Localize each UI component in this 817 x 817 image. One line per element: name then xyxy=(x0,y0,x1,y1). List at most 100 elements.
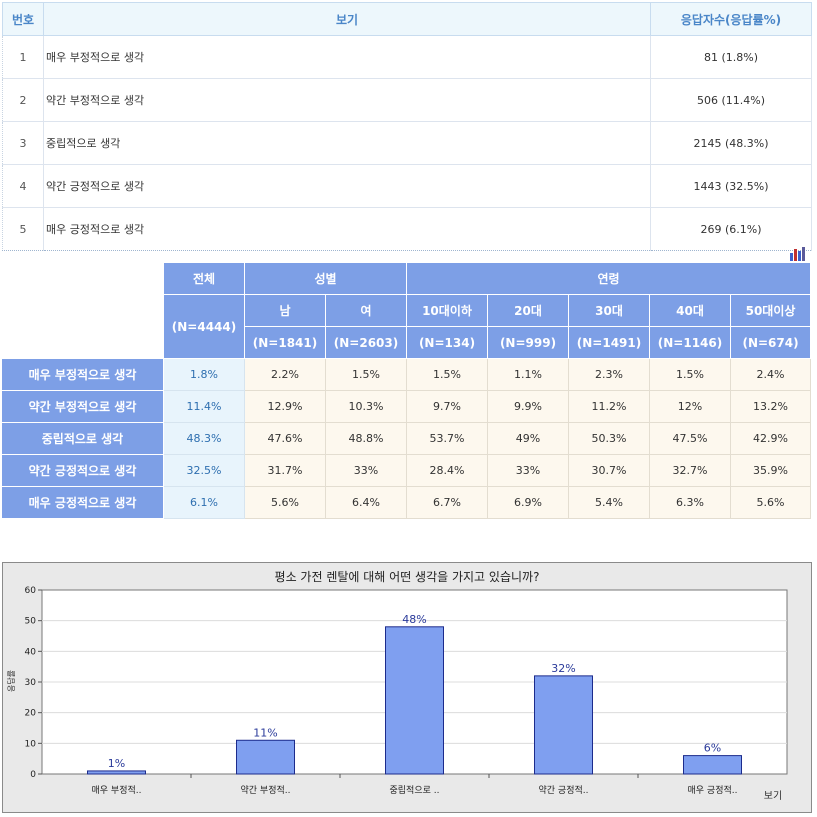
crosstab-cell: 6.4% xyxy=(326,487,407,519)
crosstab-cell: 13.2% xyxy=(731,391,812,423)
row-number: 1 xyxy=(2,35,44,79)
column-label: 10대이하 xyxy=(407,295,488,327)
crosstab-row-label: 약간 긍정적으로 생각 xyxy=(2,455,164,487)
row-response-value: 269 (6.1%) xyxy=(650,207,812,251)
row-option-label: 매우 부정적으로 생각 xyxy=(43,35,651,79)
bar-data-label: 48% xyxy=(402,613,426,626)
crosstab-table: 전체 성별 연령 (N=4444) 남 여 10대이하 20대 30대 40대 50대이상 … xyxy=(2,263,812,519)
table-row: 5 매우 긍정적으로 생각 269 (6.1%) xyxy=(2,207,812,251)
column-label: 남 xyxy=(245,295,326,327)
y-tick-label: 60 xyxy=(25,586,37,596)
y-tick-label: 50 xyxy=(25,617,37,627)
crosstab-cell: 6.3% xyxy=(650,487,731,519)
crosstab-row-label: 매우 긍정적으로 생각 xyxy=(2,487,164,519)
corner-blank xyxy=(2,263,164,359)
crosstab-total-cell: 11.4% xyxy=(164,391,245,423)
crosstab-row-label: 매우 부정적으로 생각 xyxy=(2,359,164,391)
row-option-label: 매우 긍정적으로 생각 xyxy=(43,207,651,251)
row-response-value: 2145 (48.3%) xyxy=(650,121,812,165)
row-response-value: 81 (1.8%) xyxy=(650,35,812,79)
bar-data-label: 6% xyxy=(704,742,721,755)
crosstab-total-cell: 6.1% xyxy=(164,487,245,519)
crosstab-cell: 9.9% xyxy=(488,391,569,423)
crosstab-cell: 30.7% xyxy=(569,455,650,487)
column-n: (N=1491) xyxy=(569,327,650,359)
crosstab-row: 약간 긍정적으로 생각 32.5% 31.7% 33% 28.4% 33% 30.7% 32.… xyxy=(2,455,812,487)
crosstab-total-cell: 48.3% xyxy=(164,423,245,455)
table-row: 1 매우 부정적으로 생각 81 (1.8%) xyxy=(2,35,812,79)
table-row: 2 약간 부정적으로 생각 506 (11.4%) xyxy=(2,78,812,122)
crosstab-row-label: 약간 부정적으로 생각 xyxy=(2,391,164,423)
crosstab-cell: 6.7% xyxy=(407,487,488,519)
row-number: 3 xyxy=(2,121,44,165)
crosstab-cell: 12% xyxy=(650,391,731,423)
x-tick-label: 약간 부정적.. xyxy=(241,784,291,796)
row-option-label: 약간 부정적으로 생각 xyxy=(43,78,651,122)
chart-title: 평소 가전 렌탈에 대해 어떤 생각을 가지고 있습니까? xyxy=(275,570,540,584)
crosstab-cell: 31.7% xyxy=(245,455,326,487)
crosstab-row-label: 중립적으로 생각 xyxy=(2,423,164,455)
chart-canvas: 평소 가전 렌탈에 대해 어떤 생각을 가지고 있습니까? 0 10 20 30 40 5… xyxy=(6,570,788,802)
crosstab-cell: 47.6% xyxy=(245,423,326,455)
summary-table: 번호 보기 응답자수(응답률%) 1 매우 부정적으로 생각 81 (1.8%) 2 약… xyxy=(2,2,812,251)
column-label: 50대이상 xyxy=(731,295,812,327)
crosstab-cell: 1.5% xyxy=(326,359,407,391)
crosstab-cell: 5.6% xyxy=(245,487,326,519)
header-no: 번호 xyxy=(2,2,44,36)
bar xyxy=(534,675,593,775)
column-n: (N=999) xyxy=(488,327,569,359)
row-response-value: 506 (11.4%) xyxy=(650,78,812,122)
crosstab-cell: 2.4% xyxy=(731,359,812,391)
bar-data-label: 32% xyxy=(551,662,575,675)
x-tick-label: 매우 긍정적.. xyxy=(688,784,738,796)
header-option: 보기 xyxy=(43,2,651,36)
crosstab-cell: 33% xyxy=(326,455,407,487)
column-label: 30대 xyxy=(569,295,650,327)
crosstab-cell: 35.9% xyxy=(731,455,812,487)
y-axis-label: 응답률 xyxy=(6,670,16,692)
y-tick-label: 0 xyxy=(30,770,36,780)
row-response-value: 1443 (32.5%) xyxy=(650,164,812,208)
row-number: 5 xyxy=(2,207,44,251)
crosstab-cell: 49% xyxy=(488,423,569,455)
crosstab-cell: 32.7% xyxy=(650,455,731,487)
header-responses: 응답자수(응답률%) xyxy=(650,2,812,36)
table-row: 4 약간 긍정적으로 생각 1443 (32.5%) xyxy=(2,164,812,208)
crosstab-cell: 1.5% xyxy=(407,359,488,391)
crosstab-cell: 47.5% xyxy=(650,423,731,455)
y-tick-label: 20 xyxy=(25,709,37,719)
crosstab-cell: 11.2% xyxy=(569,391,650,423)
crosstab-cell: 50.3% xyxy=(569,423,650,455)
crosstab-row: 매우 부정적으로 생각 1.8% 2.2% 1.5% 1.5% 1.1% 2.3% 1.5% 2… xyxy=(2,359,812,391)
crosstab-cell: 1.5% xyxy=(650,359,731,391)
column-n: (N=1146) xyxy=(650,327,731,359)
header-total: 전체 xyxy=(164,263,245,295)
row-option-label: 약간 긍정적으로 생각 xyxy=(43,164,651,208)
crosstab-cell: 6.9% xyxy=(488,487,569,519)
crosstab-cell: 5.6% xyxy=(731,487,812,519)
crosstab-cell: 42.9% xyxy=(731,423,812,455)
y-tick-label: 30 xyxy=(25,678,37,688)
crosstab-cell: 1.1% xyxy=(488,359,569,391)
column-label: 여 xyxy=(326,295,407,327)
bar xyxy=(385,626,444,775)
total-n: (N=4444) xyxy=(164,295,245,359)
crosstab-cell: 2.3% xyxy=(569,359,650,391)
crosstab-total-cell: 32.5% xyxy=(164,455,245,487)
crosstab-cell: 5.4% xyxy=(569,487,650,519)
column-n: (N=1841) xyxy=(245,327,326,359)
bar-data-label: 1% xyxy=(108,757,125,770)
crosstab-cell: 53.7% xyxy=(407,423,488,455)
crosstab-cell: 9.7% xyxy=(407,391,488,423)
bar xyxy=(236,739,295,775)
bar xyxy=(683,755,742,775)
crosstab-cell: 10.3% xyxy=(326,391,407,423)
crosstab-row: 중립적으로 생각 48.3% 47.6% 48.8% 53.7% 49% 50.3% 47.5… xyxy=(2,423,812,455)
header-age: 연령 xyxy=(407,263,812,295)
column-n: (N=2603) xyxy=(326,327,407,359)
table-row: 3 중립적으로 생각 2145 (48.3%) xyxy=(2,121,812,165)
header-gender: 성별 xyxy=(245,263,407,295)
x-axis-label: 보기 xyxy=(764,790,782,802)
column-label: 40대 xyxy=(650,295,731,327)
bar-chart-icon[interactable] xyxy=(789,247,807,261)
